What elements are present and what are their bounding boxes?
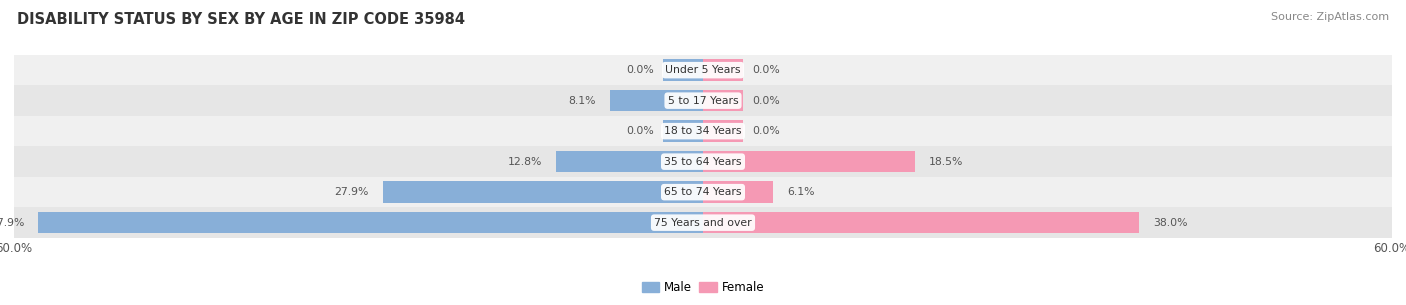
Bar (703, 181, 773, 203)
Bar (14, 207, 1392, 238)
Legend: Male, Female: Male, Female (637, 277, 769, 299)
Text: 0.0%: 0.0% (626, 126, 654, 136)
Text: DISABILITY STATUS BY SEX BY AGE IN ZIP CODE 35984: DISABILITY STATUS BY SEX BY AGE IN ZIP C… (17, 12, 465, 27)
Text: 57.9%: 57.9% (0, 218, 24, 228)
Text: 65 to 74 Years: 65 to 74 Years (664, 187, 742, 197)
Text: 27.9%: 27.9% (335, 187, 368, 197)
Text: 0.0%: 0.0% (626, 65, 654, 75)
Bar (662, 120, 703, 142)
Bar (703, 90, 744, 111)
Bar (555, 151, 703, 172)
Text: 5 to 17 Years: 5 to 17 Years (668, 96, 738, 106)
Bar (38, 212, 703, 233)
Bar (14, 85, 1392, 116)
Text: Source: ZipAtlas.com: Source: ZipAtlas.com (1271, 12, 1389, 22)
Bar (703, 151, 915, 172)
Bar (14, 55, 1392, 85)
Bar (703, 212, 1139, 233)
Text: Under 5 Years: Under 5 Years (665, 65, 741, 75)
Text: 0.0%: 0.0% (752, 65, 780, 75)
Bar (14, 177, 1392, 207)
Bar (703, 120, 744, 142)
Bar (382, 181, 703, 203)
Text: 18.5%: 18.5% (929, 157, 963, 167)
Text: 6.1%: 6.1% (787, 187, 814, 197)
Text: 35 to 64 Years: 35 to 64 Years (664, 157, 742, 167)
Bar (610, 90, 703, 111)
Text: 0.0%: 0.0% (752, 126, 780, 136)
Text: 38.0%: 38.0% (1153, 218, 1188, 228)
Text: 18 to 34 Years: 18 to 34 Years (664, 126, 742, 136)
Bar (662, 59, 703, 81)
Text: 8.1%: 8.1% (568, 96, 596, 106)
Bar (14, 146, 1392, 177)
Text: 12.8%: 12.8% (508, 157, 543, 167)
Bar (703, 59, 744, 81)
Bar (14, 116, 1392, 146)
Text: 0.0%: 0.0% (752, 96, 780, 106)
Text: 75 Years and over: 75 Years and over (654, 218, 752, 228)
